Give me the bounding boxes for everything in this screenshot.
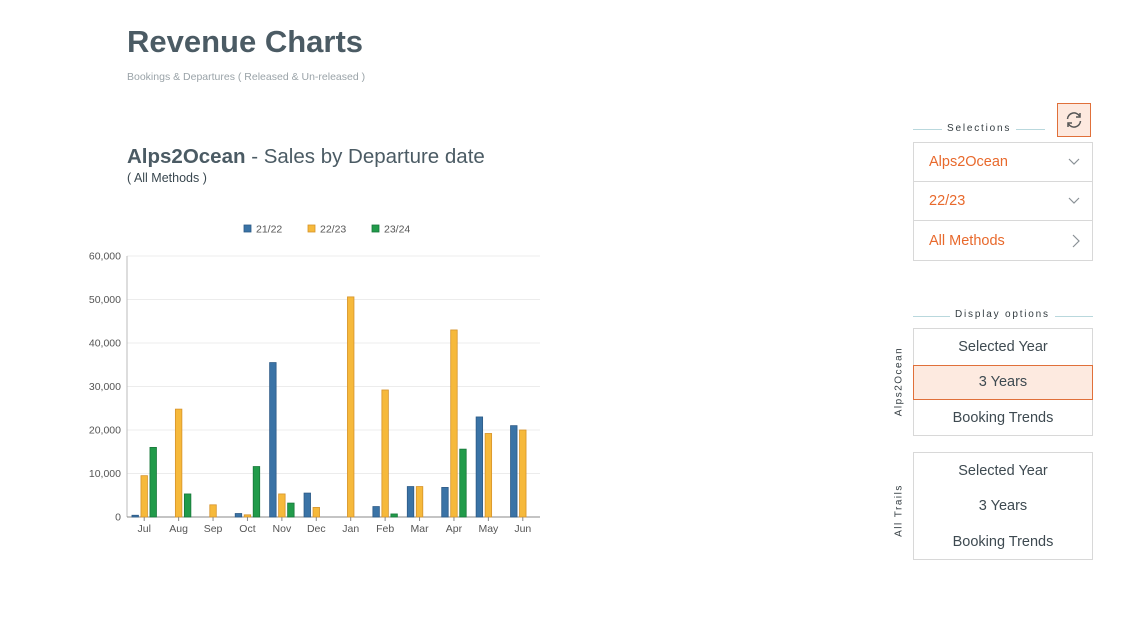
group-label-all-trails: All Trails xyxy=(893,484,905,537)
year-select-value: 22/23 xyxy=(929,193,966,209)
x-tick-label: Apr xyxy=(446,523,463,535)
x-tick-label: Aug xyxy=(169,523,188,535)
display-3-years-all-trails[interactable]: 3 Years xyxy=(978,498,1028,515)
x-tick-label: Dec xyxy=(307,523,326,535)
bar-22-23-feb xyxy=(381,389,389,518)
bar-21-22-jul xyxy=(131,514,139,518)
chevron-down-icon xyxy=(1068,197,1080,204)
bar-22-23-nov xyxy=(278,493,286,518)
x-tick-label: Feb xyxy=(376,523,394,535)
bar-22-23-oct xyxy=(243,514,252,518)
y-tick-label: 0 xyxy=(115,512,121,524)
y-tick-label: 60,000 xyxy=(89,251,121,263)
y-tick-label: 50,000 xyxy=(89,294,121,306)
bar-21-22-may xyxy=(475,416,484,518)
chevron-down-icon xyxy=(1068,158,1080,165)
chart-method-label: ( All Methods ) xyxy=(127,171,207,185)
legend-swatch xyxy=(243,224,252,233)
bar-21-22-dec xyxy=(303,492,311,518)
bar-23-24-oct xyxy=(252,466,261,518)
refresh-icon xyxy=(1066,112,1082,128)
chevron-right-icon xyxy=(1072,234,1080,247)
chart-heading: Alps2Ocean - Sales by Departure date xyxy=(127,145,485,169)
y-tick-label: 20,000 xyxy=(89,425,121,437)
x-tick-label: Oct xyxy=(239,523,255,535)
x-tick-label: Sep xyxy=(204,523,223,535)
bar-22-23-jun xyxy=(519,429,527,518)
y-tick-label: 40,000 xyxy=(89,338,121,350)
y-tick-label: 30,000 xyxy=(89,381,121,393)
year-select[interactable]: 22/23 xyxy=(914,182,1092,221)
x-tick-label: Jun xyxy=(514,523,531,535)
legend-swatch xyxy=(371,224,380,233)
bar-22-23-mar xyxy=(415,486,424,518)
bar-23-24-feb xyxy=(390,513,398,518)
display-booking-trends-alps2ocean[interactable]: Booking Trends xyxy=(952,409,1054,426)
display-group-all-trails: Selected Year 3 Years Booking Trends xyxy=(913,452,1093,560)
display-booking-trends-all-trails[interactable]: Booking Trends xyxy=(952,533,1054,550)
display-selected-year-all-trails[interactable]: Selected Year xyxy=(958,462,1048,479)
bar-22-23-may xyxy=(484,433,493,518)
x-tick-label: Jul xyxy=(137,523,150,535)
bar-21-22-jun xyxy=(510,425,518,518)
bar-21-22-oct xyxy=(234,513,243,518)
selections-label: Selections xyxy=(942,123,1017,134)
bar-22-23-sep xyxy=(209,504,217,518)
legend-swatch xyxy=(307,224,316,233)
x-tick-label: Mar xyxy=(410,523,429,535)
method-select-value: All Methods xyxy=(929,232,1005,249)
selections-divider-left xyxy=(913,129,943,130)
bar-22-23-dec xyxy=(312,507,320,518)
y-tick-label: 10,000 xyxy=(89,468,121,480)
refresh-button[interactable] xyxy=(1057,103,1091,137)
x-tick-label: Nov xyxy=(273,523,292,535)
selections-divider-right xyxy=(1013,129,1045,130)
bar-21-22-feb xyxy=(372,506,380,518)
bar-21-22-mar xyxy=(406,486,415,518)
bar-23-24-apr xyxy=(459,448,467,518)
chart-heading-rest: - Sales by Departure date xyxy=(245,145,485,168)
page-subtitle: Bookings & Departures ( Released & Un-re… xyxy=(127,71,366,83)
bar-22-23-jan xyxy=(347,296,355,518)
legend-label: 22/23 xyxy=(320,224,346,236)
display-selected-year-alps2ocean[interactable]: Selected Year xyxy=(958,338,1048,355)
page-title: Revenue Charts xyxy=(127,24,364,59)
bar-22-23-aug xyxy=(174,408,183,518)
revenue-bar-chart: 0 10,000 20,000 30,000 40,000 50,000 60,000 Jul… xyxy=(89,224,540,535)
x-tick-label: May xyxy=(478,523,499,535)
display-3-years-alps2ocean[interactable]: 3 Years xyxy=(913,364,1093,400)
bar-23-24-aug xyxy=(183,493,192,518)
bar-22-23-apr xyxy=(450,329,458,518)
method-select[interactable]: All Methods xyxy=(914,221,1092,260)
group-label-alps2ocean: Alps2Ocean xyxy=(893,346,905,417)
bar-21-22-nov xyxy=(269,362,277,518)
x-tick-label: Jan xyxy=(342,523,359,535)
selections-group: Alps2Ocean 22/23 All Methods xyxy=(913,142,1093,261)
display-divider-right xyxy=(1055,316,1093,317)
bar-21-22-apr xyxy=(441,487,449,518)
bar-23-24-jul xyxy=(149,446,157,518)
bar-22-23-jul xyxy=(140,475,148,518)
display-divider-left xyxy=(913,316,950,317)
legend-label: 23/24 xyxy=(384,224,410,236)
trail-select-value: Alps2Ocean xyxy=(929,154,1008,170)
display-group-alps2ocean: Selected Year 3 Years Booking Trends xyxy=(913,328,1093,436)
chart-heading-brand: Alps2Ocean xyxy=(127,145,246,168)
legend-label: 21/22 xyxy=(256,224,282,236)
trail-select[interactable]: Alps2Ocean xyxy=(914,143,1092,182)
bar-23-24-nov xyxy=(287,502,295,518)
display-options-label: Display options xyxy=(950,309,1055,320)
